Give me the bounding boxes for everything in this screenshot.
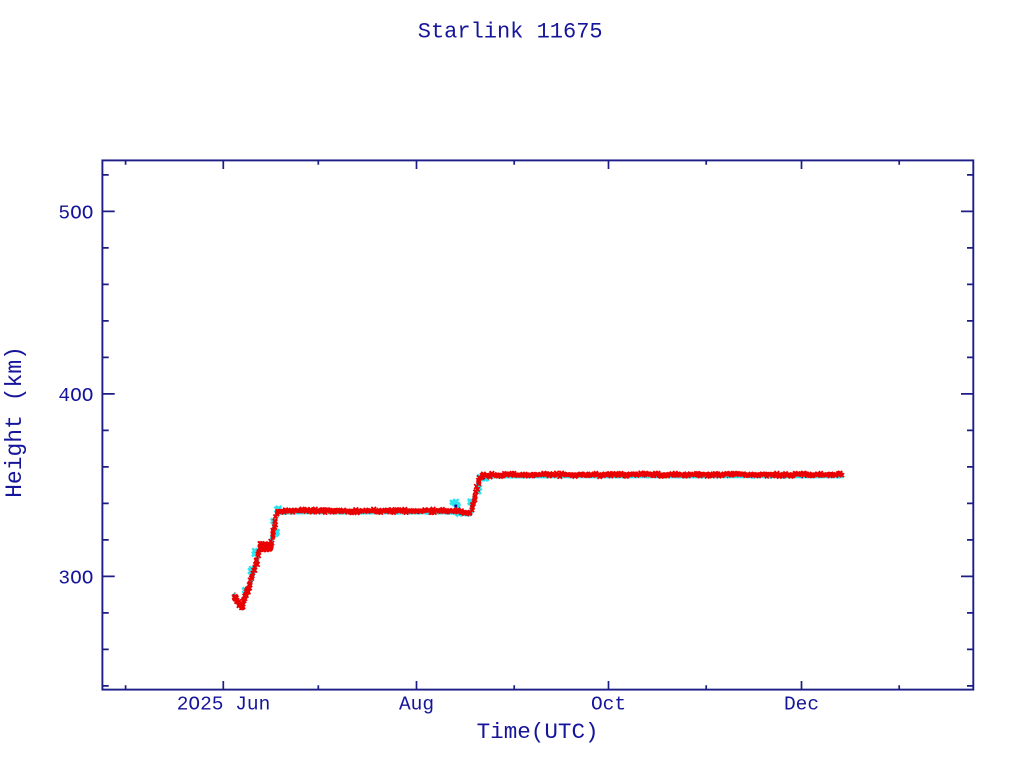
svg-text:2O25 Jun: 2O25 Jun bbox=[177, 693, 271, 715]
svg-text:5OO: 5OO bbox=[58, 202, 93, 224]
svg-text:3OO: 3OO bbox=[58, 567, 93, 589]
svg-text:4OO: 4OO bbox=[58, 385, 93, 407]
svg-text:Oct: Oct bbox=[591, 693, 626, 715]
svg-text:Aug: Aug bbox=[399, 693, 434, 715]
svg-text:Starlink 11675: Starlink 11675 bbox=[418, 20, 603, 45]
svg-text:Height (km): Height (km) bbox=[2, 346, 28, 498]
svg-text:Time(UTC): Time(UTC) bbox=[477, 719, 599, 745]
svg-text:Dec: Dec bbox=[784, 693, 819, 715]
